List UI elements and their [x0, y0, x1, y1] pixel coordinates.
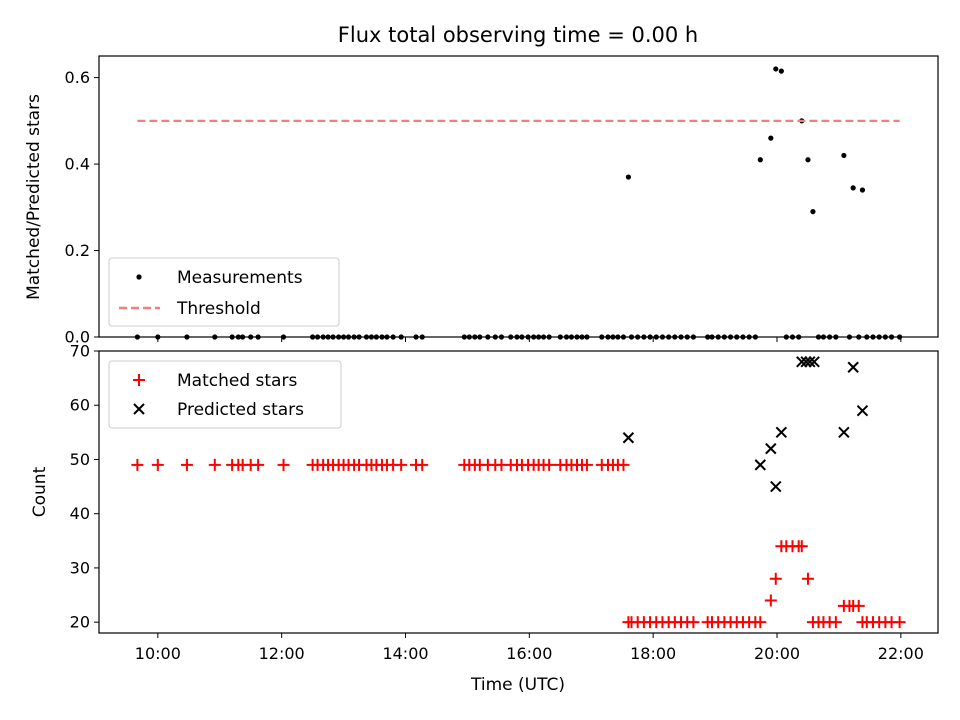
matched-star-point	[795, 540, 808, 553]
top-legend-box	[108, 257, 340, 327]
x-tick-label: 18:00	[630, 644, 676, 663]
y-tick-label: 60	[70, 396, 90, 415]
predicted-star-point	[838, 426, 850, 439]
measurement-point	[850, 185, 856, 191]
bottom-axis-ticks: 20 30 40 50 60 70 10:00 12:00 14:00 16:00 18:00 20:…	[70, 342, 924, 664]
bottom-axes: 20 30 40 50 60 70 10:00 12:00 14:00 16:00 18:00 20:…	[30, 342, 939, 695]
measurement-point	[859, 187, 866, 193]
matched-star-point	[764, 594, 777, 607]
measurement-point	[773, 66, 779, 72]
matched-star-point	[180, 458, 193, 471]
bottom-axes-frame	[98, 350, 939, 634]
top-axes-frame	[98, 55, 939, 338]
measurement-point	[841, 152, 847, 159]
y-tick-label: 30	[70, 558, 90, 577]
top-y-axis-label: Matched/Predicted stars	[24, 94, 44, 300]
legend-predicted-label: Predicted stars	[177, 400, 304, 420]
measurement-point	[625, 174, 632, 180]
y-tick-label: 0.0	[65, 328, 90, 347]
x-tick-label: 20:00	[754, 644, 800, 663]
predicted-star-point	[770, 480, 782, 493]
matched-star-point	[252, 458, 265, 471]
predicted-star-point	[856, 404, 869, 417]
x-tick-label: 12:00	[259, 644, 305, 663]
matched-star-point	[829, 616, 842, 629]
y-tick-label: 70	[70, 342, 90, 361]
predicted-star-point	[775, 426, 788, 439]
predicted-star-point	[808, 356, 820, 368]
legend-predicted-marker	[133, 403, 145, 415]
measurement-point	[778, 68, 784, 74]
matched-star-point	[617, 458, 630, 471]
bottom-y-axis-label: Count	[30, 466, 50, 517]
matched-star-point	[580, 458, 593, 471]
x-tick-label: 14:00	[382, 644, 428, 663]
bottom-legend: Matched stars Predicted stars	[108, 360, 342, 429]
measurement-point	[757, 157, 763, 163]
y-tick-label: 20	[70, 613, 90, 632]
legend-threshold-label: Threshold	[176, 299, 261, 319]
matched-star-point	[416, 458, 429, 471]
predicted-star-point	[804, 356, 816, 368]
matched-star-point	[852, 599, 865, 612]
legend-measurements-marker	[136, 274, 142, 280]
measurement-point	[768, 135, 774, 141]
matched-star-point	[687, 616, 700, 629]
legend-measurements-label: Measurements	[177, 268, 303, 288]
matched-star-point	[208, 458, 221, 471]
chart-title: Flux total observing time = 0.00 h	[338, 23, 698, 47]
predicted-star-point	[754, 459, 767, 471]
y-tick-label: 0.6	[65, 68, 90, 87]
predicted-star-point	[847, 361, 859, 373]
top-legend: Measurements Threshold	[108, 257, 340, 327]
predicted-star-point	[765, 442, 777, 455]
matched-star-point	[277, 458, 290, 471]
top-axes: 0.0 0.2 0.4 0.6 Matched/Predicted stars Mea…	[24, 55, 939, 347]
legend-matched-label: Matched stars	[177, 371, 297, 391]
x-tick-label: 16:00	[506, 644, 552, 663]
x-tick-label: 22:00	[878, 644, 924, 663]
predicted-star-point	[622, 432, 635, 444]
matched-star-point	[151, 458, 164, 471]
matched-star-point	[543, 458, 556, 471]
measurement-point	[810, 209, 816, 215]
matched-star-point	[395, 458, 408, 471]
bottom-plot-marks	[131, 356, 906, 629]
matched-star-point	[769, 572, 782, 585]
y-tick-label: 50	[70, 450, 90, 469]
top-axis-ticks: 0.0 0.2 0.4 0.6	[65, 68, 902, 347]
legend-matched-marker	[133, 374, 145, 386]
matched-star-point	[893, 616, 906, 629]
y-tick-label: 40	[70, 504, 90, 523]
matched-star-point	[801, 572, 814, 585]
measurement-point	[805, 157, 811, 163]
y-tick-label: 0.4	[65, 155, 90, 174]
x-axis-label: Time (UTC)	[470, 675, 565, 695]
matched-star-point	[754, 616, 767, 629]
matched-star-point	[131, 458, 144, 471]
x-tick-label: 10:00	[135, 644, 181, 663]
bottom-legend-box	[108, 360, 342, 429]
y-tick-label: 0.2	[65, 241, 90, 260]
